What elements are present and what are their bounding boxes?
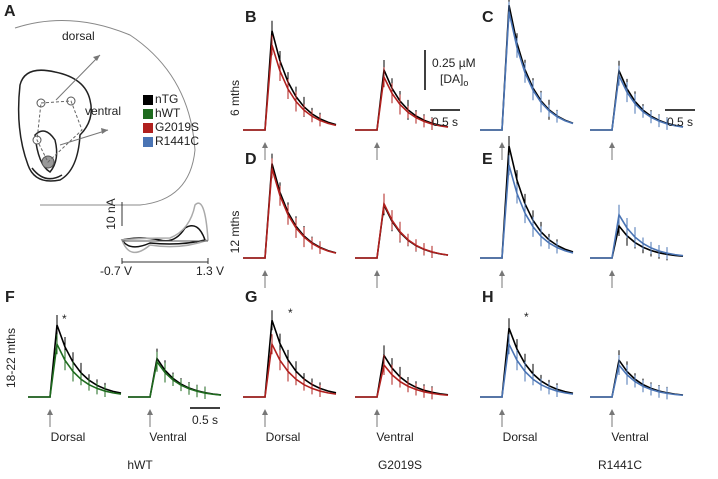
panel-letter: H — [482, 289, 494, 306]
panel: E — [480, 136, 684, 288]
panel: F Dorsal Ventral 0.5 s * — [5, 289, 222, 444]
panel-letter: C — [482, 9, 494, 26]
stim-arrowhead — [499, 142, 505, 148]
panel: C 0.5 s — [480, 0, 695, 160]
region-label: ventral — [85, 104, 121, 118]
stim-arrowhead — [609, 270, 615, 276]
stim-arrowhead — [374, 409, 380, 415]
significance: * — [62, 312, 67, 326]
panel-letter: A — [4, 3, 16, 20]
voltammogram: 10 nA -0.7 V 1.3 V — [100, 198, 224, 278]
region-label: Ventral — [611, 430, 648, 444]
stim-arrowhead — [262, 270, 268, 276]
legend-label: hWT — [155, 106, 181, 120]
stim-arrowhead — [609, 409, 615, 415]
arrow — [59, 129, 109, 146]
trace — [590, 358, 684, 398]
trace — [243, 319, 337, 398]
trace — [480, 5, 574, 131]
region-label: Ventral — [149, 430, 186, 444]
trace — [480, 327, 574, 398]
panel: B 0.5 s — [243, 9, 460, 160]
stim-arrowhead — [374, 270, 380, 276]
trace — [128, 356, 222, 398]
legend-swatch — [143, 95, 153, 105]
stim-arrowhead — [262, 142, 268, 148]
cv-trace — [120, 225, 206, 248]
subscript: o — [463, 78, 468, 88]
region-label: dorsal — [62, 29, 95, 43]
scale-label: [DA]o — [440, 72, 468, 88]
arrow — [55, 54, 101, 101]
trace — [480, 11, 574, 131]
trace — [355, 353, 449, 398]
time-bar-label: 0.5 s — [432, 115, 458, 129]
arrowhead — [101, 128, 108, 134]
trace — [355, 200, 449, 259]
trace — [243, 163, 337, 259]
grid-path — [36, 100, 83, 163]
trace — [590, 212, 684, 259]
stim-arrowhead — [262, 409, 268, 415]
time-bar-label: 0.5 s — [192, 413, 218, 427]
panel-letter: B — [245, 9, 257, 26]
region-label: Dorsal — [503, 430, 538, 444]
significance: * — [524, 310, 529, 324]
trace — [28, 324, 122, 398]
row-label: 12 mths — [228, 211, 242, 254]
legend-swatch — [143, 109, 153, 119]
panel: G Dorsal Ventral * — [243, 289, 449, 444]
panel-letter: E — [482, 151, 493, 168]
legend-label: R1441C — [155, 134, 199, 148]
significance: * — [288, 306, 293, 320]
panel-letter: D — [245, 151, 257, 168]
column-label: hWT — [127, 458, 153, 472]
species: [DA] — [440, 72, 463, 86]
trace — [243, 30, 337, 131]
accumbens-outline — [31, 167, 63, 180]
trace — [480, 164, 574, 259]
stim-arrowhead — [499, 409, 505, 415]
voltage-label: 1.3 V — [196, 264, 224, 278]
stim-arrowhead — [609, 142, 615, 148]
row-label: 6 mths — [228, 80, 242, 116]
region-label: Dorsal — [266, 430, 301, 444]
panel-letter: G — [245, 289, 257, 306]
time-bar-label: 0.5 s — [667, 115, 693, 129]
trace — [243, 44, 337, 131]
cv-trace — [120, 202, 209, 254]
column-label: G2019S — [378, 458, 422, 472]
region-label: Dorsal — [51, 430, 86, 444]
nucleus-outline — [34, 130, 58, 173]
stim-arrowhead — [47, 409, 53, 415]
trace — [243, 168, 337, 259]
panel-letter: F — [5, 289, 15, 306]
striatum-outline — [17, 69, 92, 182]
scale-bar: 0.25 µM [DA]o — [424, 50, 476, 90]
scale-label: 10 nA — [104, 198, 118, 229]
legend-label: G2019S — [155, 120, 199, 134]
column-label: R1441C — [598, 458, 642, 472]
arrowhead — [93, 55, 100, 61]
stim-arrowhead — [374, 142, 380, 148]
trace — [480, 145, 574, 259]
legend-swatch — [143, 123, 153, 133]
legend-label: nTG — [155, 92, 178, 106]
row-label: 18-22 mths — [4, 328, 18, 388]
legend-swatch — [143, 137, 153, 147]
slice-outline — [14, 20, 196, 206]
panel: H Dorsal Ventral * — [480, 289, 684, 444]
trace — [355, 202, 449, 259]
stim-arrowhead — [147, 409, 153, 415]
voltage-label: -0.7 V — [100, 264, 132, 278]
scale-label: 0.25 µM — [432, 56, 476, 70]
region-label: Ventral — [376, 430, 413, 444]
panel: D — [243, 151, 449, 288]
trace-panels: B 0.5 s C 0.5 s D E F Dorsal Ventral 0.5 s * G Dorsa… — [5, 0, 695, 444]
stim-arrowhead — [499, 270, 505, 276]
